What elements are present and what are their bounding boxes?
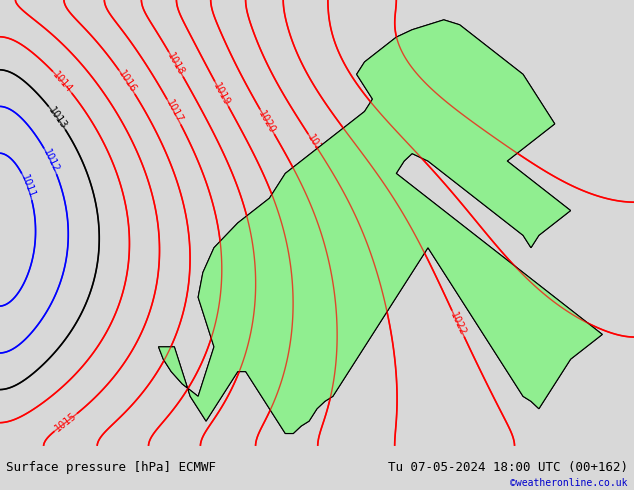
Text: 1011: 1011	[18, 173, 37, 200]
Polygon shape	[158, 20, 602, 434]
Text: Surface pressure [hPa] ECMWF: Surface pressure [hPa] ECMWF	[6, 462, 216, 474]
Text: Tu 07-05-2024 18:00 UTC (00+162): Tu 07-05-2024 18:00 UTC (00+162)	[387, 462, 628, 474]
Text: 1016: 1016	[116, 69, 138, 95]
Text: ©weatheronline.co.uk: ©weatheronline.co.uk	[510, 478, 628, 488]
Text: 1012: 1012	[41, 148, 61, 174]
Text: 1020: 1020	[257, 109, 278, 135]
Text: 1022: 1022	[448, 310, 468, 337]
Text: 1023: 1023	[394, 129, 418, 154]
Text: 1019: 1019	[211, 81, 232, 107]
Text: 1014: 1014	[51, 70, 74, 95]
Text: 1018: 1018	[165, 51, 186, 77]
Text: 1024: 1024	[475, 122, 501, 144]
Text: 1013: 1013	[46, 105, 68, 131]
Text: 1017: 1017	[164, 98, 184, 125]
Text: 1015: 1015	[53, 411, 79, 434]
Polygon shape	[158, 20, 602, 434]
Text: 1021: 1021	[305, 133, 327, 159]
